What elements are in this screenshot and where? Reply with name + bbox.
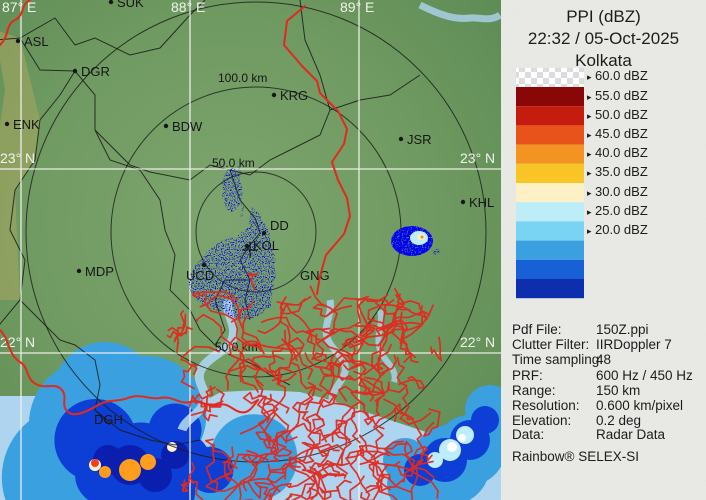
- svg-text:89° E: 89° E: [340, 0, 374, 15]
- svg-text:DD: DD: [270, 218, 289, 233]
- svg-text:GNG: GNG: [300, 268, 330, 283]
- svg-text:BDW: BDW: [172, 119, 203, 134]
- svg-text:60.0 dBZ: 60.0 dBZ: [595, 68, 648, 83]
- svg-text:23° N: 23° N: [0, 150, 35, 166]
- svg-text:50.0 km: 50.0 km: [212, 156, 255, 170]
- svg-text:▸: ▸: [587, 149, 592, 159]
- svg-text:87° E: 87° E: [2, 0, 36, 15]
- svg-text:23° N: 23° N: [460, 150, 495, 166]
- svg-text:▸: ▸: [587, 226, 592, 236]
- svg-text:MDP: MDP: [85, 264, 114, 279]
- svg-text:JSR: JSR: [407, 132, 432, 147]
- svg-text:50.0 dBZ: 50.0 dBZ: [595, 107, 648, 122]
- svg-text:▸: ▸: [587, 207, 592, 217]
- svg-text:KOL: KOL: [253, 238, 279, 253]
- svg-text:45.0 dBZ: 45.0 dBZ: [595, 126, 648, 141]
- svg-text:UCD: UCD: [186, 268, 214, 283]
- svg-text:▸: ▸: [587, 111, 592, 121]
- svg-text:100.0 km: 100.0 km: [218, 71, 267, 85]
- svg-text:SUK: SUK: [117, 0, 144, 10]
- svg-text:55.0 dBZ: 55.0 dBZ: [595, 88, 648, 103]
- svg-text:▸: ▸: [587, 168, 592, 178]
- svg-text:25.0 dBZ: 25.0 dBZ: [595, 203, 648, 218]
- svg-text:KHL: KHL: [469, 195, 494, 210]
- svg-text:ENK: ENK: [13, 117, 40, 132]
- svg-text:30.0 dBZ: 30.0 dBZ: [595, 184, 648, 199]
- svg-text:22° N: 22° N: [460, 334, 495, 350]
- svg-text:ASL: ASL: [24, 34, 49, 49]
- svg-text:88° E: 88° E: [171, 0, 205, 15]
- svg-text:KRG: KRG: [280, 88, 308, 103]
- svg-text:20.0 dBZ: 20.0 dBZ: [595, 222, 648, 237]
- svg-text:DGH: DGH: [94, 412, 123, 427]
- svg-text:▸: ▸: [587, 72, 592, 82]
- svg-text:▸: ▸: [587, 92, 592, 102]
- svg-text:▸: ▸: [587, 188, 592, 198]
- svg-text:40.0 dBZ: 40.0 dBZ: [595, 145, 648, 160]
- svg-text:DGR: DGR: [81, 64, 110, 79]
- svg-text:▸: ▸: [587, 130, 592, 140]
- svg-text:35.0 dBZ: 35.0 dBZ: [595, 164, 648, 179]
